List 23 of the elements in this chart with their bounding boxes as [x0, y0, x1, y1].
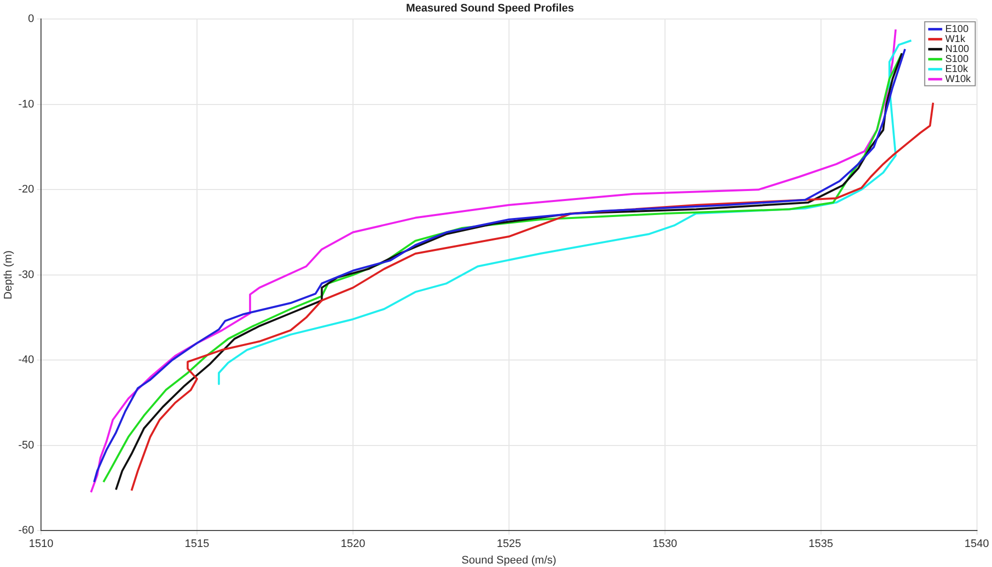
x-tick-label: 1515	[184, 538, 210, 550]
legend-label: W1k	[945, 34, 966, 45]
x-tick-label: 1530	[652, 538, 678, 550]
legend-label: E100	[945, 24, 969, 35]
y-axis-title: Depth (m)	[2, 250, 15, 300]
x-tick-label: 1535	[808, 538, 834, 550]
legend-label: W10k	[945, 74, 972, 85]
y-tick-label: -60	[18, 524, 34, 537]
x-tick-label: 1525	[496, 538, 522, 550]
x-axis-title: Sound Speed (m/s)	[462, 554, 556, 566]
chart-title: Measured Sound Speed Profiles	[406, 2, 574, 15]
x-tick-label: 1510	[28, 538, 54, 550]
legend-label: E10k	[945, 64, 969, 75]
x-tick-label: 1520	[340, 538, 366, 550]
legend-label: S100	[945, 54, 969, 65]
y-tick-label: -20	[18, 184, 34, 196]
y-tick-label: -50	[18, 439, 34, 452]
x-tick-label: 1540	[964, 538, 990, 550]
y-tick-label: -40	[18, 354, 34, 366]
y-tick-label: 0	[28, 13, 34, 26]
legend-label: N100	[945, 44, 970, 55]
y-tick-label: -30	[18, 268, 34, 281]
y-tick-label: -10	[18, 98, 34, 110]
